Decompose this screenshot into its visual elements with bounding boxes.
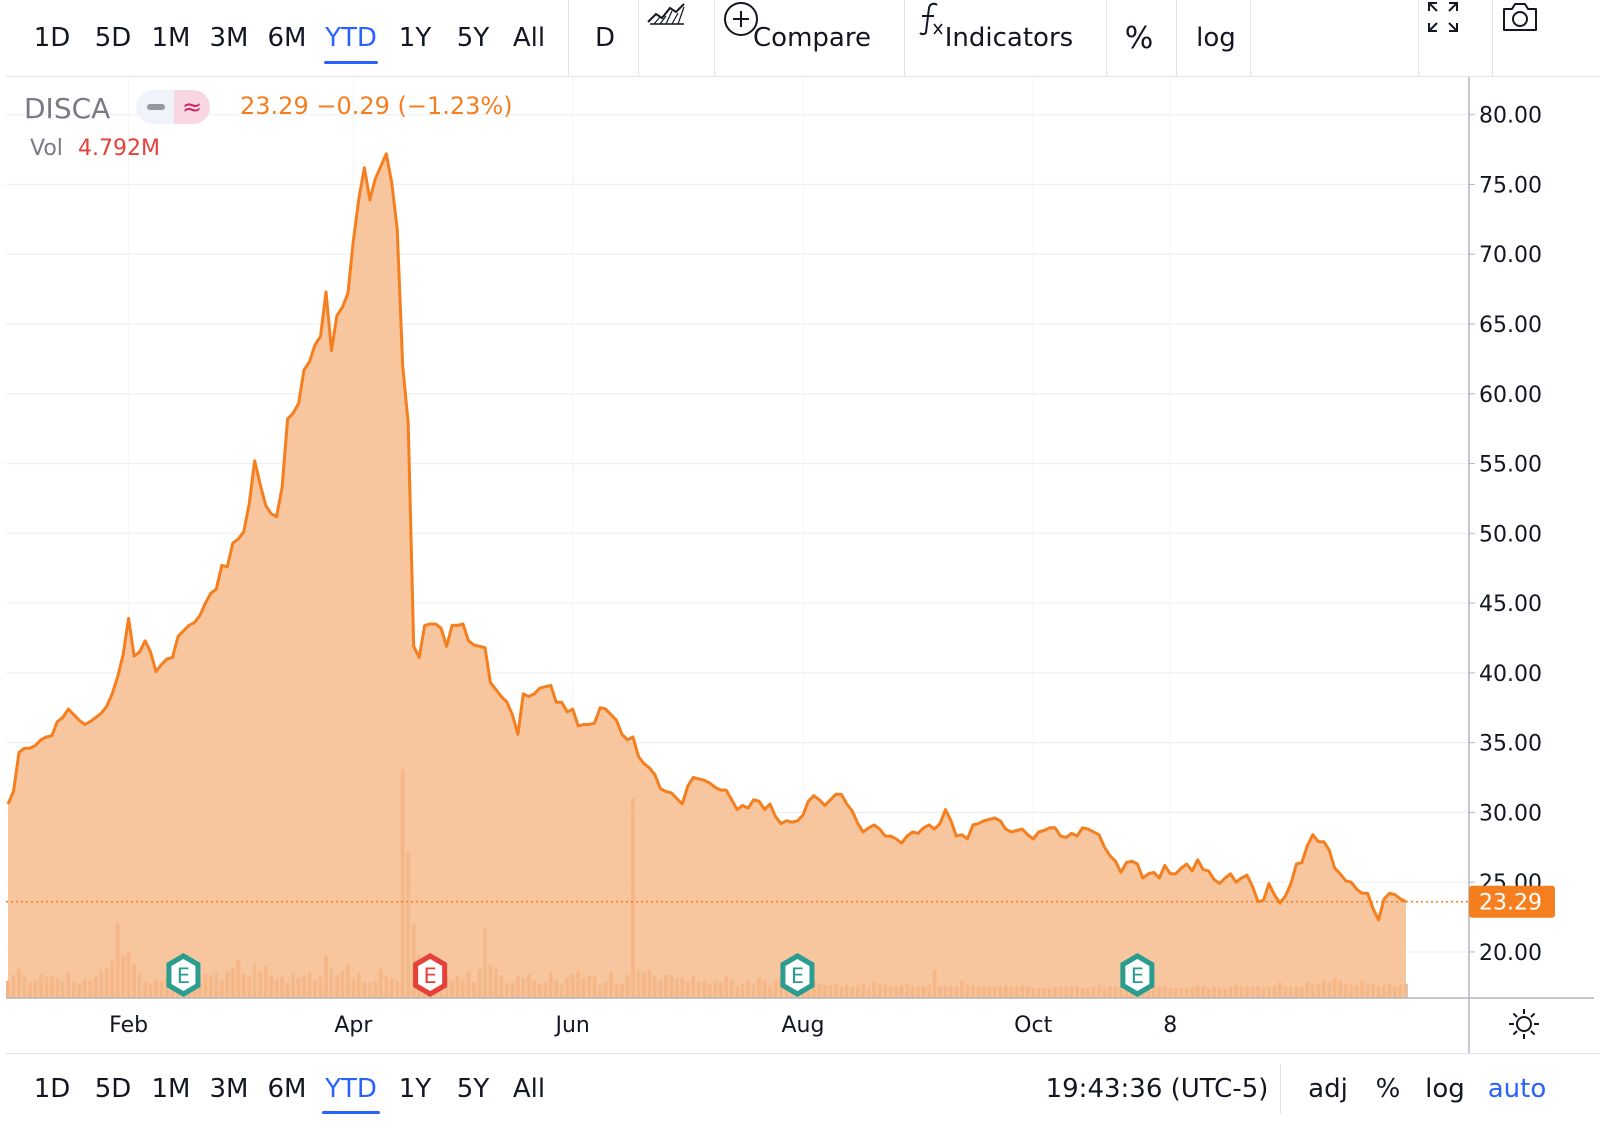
toolbar-divider xyxy=(1418,0,1419,76)
bottom-range-1m-button[interactable]: 1M xyxy=(151,1074,191,1104)
symbol-label[interactable]: DISCA xyxy=(24,92,111,125)
toolbar-divider xyxy=(1176,0,1177,76)
price-area xyxy=(8,153,1406,999)
range-3m-button[interactable]: 3M xyxy=(209,23,249,53)
earnings-marker-inner xyxy=(171,959,196,991)
bottom-range-1d-button[interactable]: 1D xyxy=(33,1074,71,1104)
range-1d-button[interactable]: 1D xyxy=(33,23,71,53)
earnings-marker[interactable]: E xyxy=(780,953,815,997)
bottom-toolbar: 1D 5D 1M 3M 6M YTD 1Y 5Y All 19:43:36 (U… xyxy=(6,1053,1600,1124)
fullscreen-button[interactable] xyxy=(1426,0,1486,76)
y-tick-label: 50.00 xyxy=(1479,522,1542,547)
top-toolbar: 1D 5D 1M 3M 6M YTD 1Y 5Y All D Compare xyxy=(6,0,1600,77)
x-tick-label: Apr xyxy=(334,1013,373,1038)
volume-value: 4.792M xyxy=(78,136,160,161)
price-change-text: 23.29 −0.29 (−1.23%) xyxy=(240,92,513,120)
bottom-range-all-button[interactable]: All xyxy=(512,1074,546,1104)
compare-label: Compare xyxy=(753,23,871,53)
y-tick-label: 60.00 xyxy=(1479,383,1542,408)
hide-series-icon[interactable] xyxy=(144,100,168,114)
y-tick-label: 45.00 xyxy=(1479,592,1542,617)
x-tick-label: Jun xyxy=(553,1013,589,1038)
chart-widget: 1D 5D 1M 3M 6M YTD 1Y 5Y All D Compare xyxy=(6,0,1600,1148)
x-tick-label: Feb xyxy=(109,1013,148,1038)
earnings-marker[interactable]: E xyxy=(413,953,448,997)
bottom-range-5y-button[interactable]: 5Y xyxy=(456,1074,490,1104)
earnings-marker-label: E xyxy=(424,964,437,988)
series-style-icon[interactable]: ≈ xyxy=(174,90,210,124)
earnings-marker-label: E xyxy=(1131,964,1144,988)
range-5d-button[interactable]: 5D xyxy=(94,23,132,53)
y-tick-label: 30.00 xyxy=(1479,801,1542,826)
bottom-percent-toggle[interactable]: % xyxy=(1375,1074,1401,1104)
adj-toggle[interactable]: adj xyxy=(1308,1074,1348,1104)
last-price-label: 23.29 xyxy=(1479,891,1542,916)
earnings-marker-inner xyxy=(1125,959,1150,991)
log-button[interactable]: log xyxy=(1196,23,1236,53)
compare-button[interactable]: Compare xyxy=(722,0,902,76)
earnings-marker-inner xyxy=(785,959,810,991)
bottom-divider xyxy=(1280,1064,1281,1114)
toolbar-divider xyxy=(638,0,639,76)
bottom-range-3m-button[interactable]: 3M xyxy=(209,1074,249,1104)
y-tick-label: 35.00 xyxy=(1479,732,1542,757)
range-6m-button[interactable]: 6M xyxy=(267,23,307,53)
camera-icon xyxy=(1503,3,1537,31)
volume-label: Vol xyxy=(30,136,63,161)
toolbar-divider xyxy=(904,0,905,76)
fullscreen-icon xyxy=(1428,2,1458,32)
y-tick-label: 65.00 xyxy=(1479,313,1542,338)
last-price-badge xyxy=(1469,885,1555,918)
x-tick-label: Oct xyxy=(1014,1013,1052,1038)
toolbar-divider xyxy=(714,0,715,76)
clock-display[interactable]: 19:43:36 (UTC-5) xyxy=(1045,1074,1269,1104)
settings-gear-icon[interactable] xyxy=(1506,1006,1542,1042)
auto-scale-toggle[interactable]: auto xyxy=(1487,1074,1547,1104)
y-tick-label: 80.00 xyxy=(1479,104,1542,129)
indicators-label: Indicators xyxy=(944,23,1074,53)
toolbar-divider xyxy=(568,0,569,76)
earnings-marker-inner xyxy=(418,959,443,991)
range-5y-button[interactable]: 5Y xyxy=(456,23,490,53)
bottom-range-6m-button[interactable]: 6M xyxy=(267,1074,307,1104)
price-line xyxy=(6,152,1407,922)
y-tick-label: 40.00 xyxy=(1479,662,1542,687)
x-tick-label: 8 xyxy=(1163,1013,1177,1038)
range-1y-button[interactable]: 1Y xyxy=(398,23,432,53)
range-1m-button[interactable]: 1M xyxy=(151,23,191,53)
y-tick-label: 75.00 xyxy=(1479,173,1542,198)
screenshot-button[interactable] xyxy=(1500,0,1560,76)
bottom-log-toggle[interactable]: log xyxy=(1425,1074,1465,1104)
bottom-range-1y-button[interactable]: 1Y xyxy=(398,1074,432,1104)
range-ytd-button[interactable]: YTD xyxy=(320,0,382,76)
y-tick-label: 70.00 xyxy=(1479,243,1542,268)
percent-button[interactable]: % xyxy=(1124,20,1154,56)
earnings-marker-label: E xyxy=(177,964,190,988)
fx-icon xyxy=(919,2,943,36)
earnings-marker-label: E xyxy=(791,964,804,988)
toolbar-divider xyxy=(1250,0,1251,76)
plus-circle-icon xyxy=(724,2,758,36)
y-tick-label: 55.00 xyxy=(1479,453,1542,478)
interval-button[interactable]: D xyxy=(594,23,616,53)
x-tick-label: Aug xyxy=(781,1013,824,1038)
volume-bar xyxy=(6,980,10,998)
toolbar-divider xyxy=(1492,0,1493,76)
y-tick-label: 20.00 xyxy=(1479,941,1542,966)
chart-style-button[interactable] xyxy=(646,0,712,76)
bottom-range-5d-button[interactable]: 5D xyxy=(94,1074,132,1104)
chart-style-icon xyxy=(647,3,685,25)
legend-controls[interactable]: ≈ xyxy=(136,90,210,124)
bottom-range-ytd-button[interactable]: YTD xyxy=(320,1054,382,1124)
earnings-marker[interactable]: E xyxy=(1120,953,1155,997)
indicators-button[interactable]: Indicators xyxy=(912,0,1106,76)
earnings-marker[interactable]: E xyxy=(166,953,201,997)
toolbar-divider xyxy=(1106,0,1107,76)
range-all-button[interactable]: All xyxy=(512,23,546,53)
